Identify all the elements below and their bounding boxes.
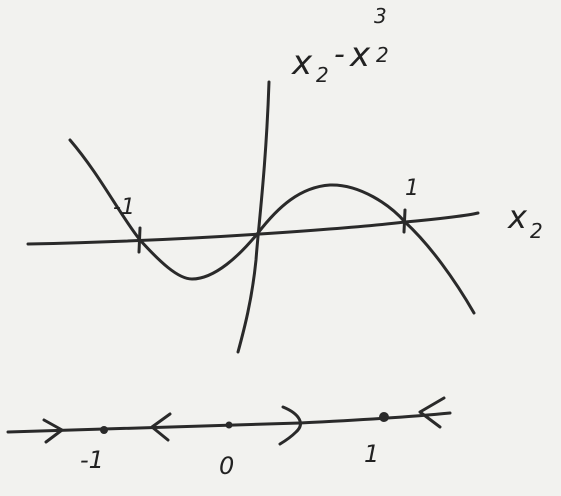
cubic-curve (68, 138, 476, 315)
phase-label-minus-one: -1 (80, 446, 104, 474)
arrow-left-far-right (418, 396, 446, 429)
function-label-cube-base: x (349, 35, 371, 75)
equilibrium-point-zero (225, 421, 233, 429)
function-label-sub: 2 (316, 63, 329, 87)
phase-line (6, 411, 452, 434)
graph-tick-label-left: -1 (113, 195, 135, 220)
graph-tick-one (402, 208, 407, 234)
axis-label-sub: 2 (530, 219, 543, 243)
phase-label-one: 1 (364, 440, 379, 468)
graph-tick-minus-one (137, 226, 142, 254)
function-label-exponent: 3 (374, 4, 387, 28)
arrow-right-far-left (42, 418, 64, 444)
graph-tick-label-right: 1 (405, 176, 419, 201)
arrow-right-middle (278, 405, 302, 446)
phase-label-zero: 0 (219, 452, 234, 480)
equilibrium-point-one (379, 412, 389, 422)
horizontal-axis (26, 211, 480, 246)
arrow-left-between (150, 412, 172, 442)
axis-label-base: x (507, 198, 528, 236)
function-label-minus: - (334, 37, 345, 72)
vertical-axis (236, 80, 271, 354)
function-label-base: x (291, 43, 313, 83)
function-label: x 2 - x 2 3 (291, 4, 389, 87)
equilibrium-point-minus-one (100, 426, 108, 434)
axis-label: x 2 (507, 198, 543, 243)
function-label-cube-sub: 2 (376, 43, 389, 67)
